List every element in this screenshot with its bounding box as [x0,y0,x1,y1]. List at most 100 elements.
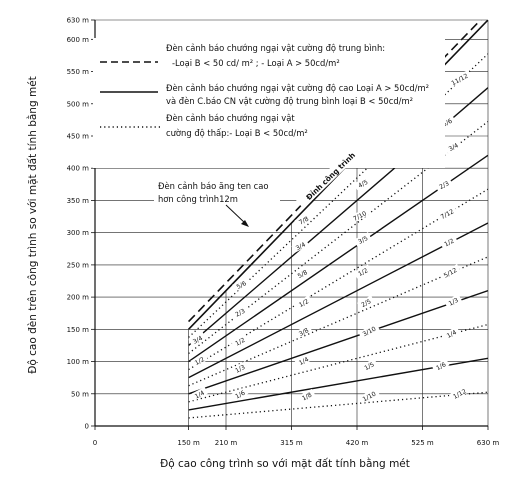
y-tick-label-1: 50 m [71,390,89,398]
fraction-label-group-10: 1/12 [448,385,470,402]
antenna-callout: Đèn cảnh báo ăng ten cao hơn công trình1… [154,179,280,227]
fraction-label-group-21: 3/4 [291,238,310,253]
y-tick-label-3: 150 m [67,326,90,334]
fraction-label-22: 5/8 [297,269,309,280]
fraction-label-group-25: 1/4 [294,353,313,368]
legend-solid-line-2: và đèn C.báo CN vật cường độ trung bình … [166,96,413,107]
x-tick-label-2: 210 m [215,439,238,447]
x-tick-label-3: 315 m [280,439,303,447]
fraction-label-18: 1/5 [363,361,375,372]
fraction-label-bg-15 [353,264,372,279]
fraction-label-32: 3/4 [192,335,204,346]
fraction-label-group-31: 1/6 [230,386,249,402]
fraction-label-bg-30 [230,361,249,376]
fraction-label-bg-26 [297,388,316,403]
y-tick-label-5: 250 m [67,261,90,269]
fraction-label-6: 5/12 [443,267,459,280]
fraction-label-bg-29 [230,334,249,349]
fraction-label-29: 1/2 [234,337,246,348]
fraction-label-bg-6 [439,264,461,281]
fraction-label-bg-32 [188,332,207,347]
legend-dotted-line-1: Đèn cảnh báo chướng ngại vật [166,113,295,124]
fraction-label-bg-13 [348,207,371,224]
fraction-label-3: 2/3 [438,180,450,191]
fraction-label-bg-7 [444,294,462,309]
fraction-labels: 11/125/63/42/37/121/25/121/31/41/61/129/… [188,69,472,404]
fraction-label-bg-5 [439,234,458,249]
fraction-label-bg-0 [446,69,472,88]
fraction-label-20: 7/8 [298,216,310,227]
fraction-label-bg-20 [294,212,313,228]
fraction-label-group-28: 2/3 [230,305,249,320]
fraction-label-bg-14 [353,232,372,247]
fraction-label-group-33: 1/2 [190,353,209,368]
fraction-label-group-17: 3/10 [358,322,380,339]
legend-bg [93,38,445,168]
fraction-label-bg-10 [448,385,470,402]
fraction-label-16: 2/5 [360,298,372,309]
legend-dotted-line-2: cường độ thấp:- Loại B < 50cd/m² [166,128,308,139]
fraction-label-group-30: 1/3 [230,361,249,376]
fraction-label-26: 1/8 [301,392,313,403]
fraction-label-bg-34 [190,386,209,402]
fraction-label-group-6: 5/12 [439,264,461,281]
fraction-label-bg-18 [360,358,378,373]
y-tick-label-13: 630 m [67,17,90,25]
legend-solid-line-1: Đèn cảnh báo chướng ngại vật cường độ ca… [166,83,429,94]
fraction-label-bg-31 [230,386,249,402]
fraction-label-group-2: 3/4 [444,139,462,154]
fraction-label-bg-3 [434,177,453,192]
fraction-label-group-9: 1/6 [431,358,450,373]
fraction-label-1: 5/6 [441,118,453,129]
x-tick-label-6: 630 m [477,439,500,447]
fraction-label-bg-25 [294,353,313,368]
legend-dashed-line-1: Đèn cảnh báo chướng ngại vật cường độ tr… [166,43,385,54]
callout-text-line-2: hơn công trình12m [158,194,238,204]
fraction-label-9: 1/6 [435,361,447,372]
fraction-label-bg-17 [358,322,380,339]
fraction-label-15: 1/2 [357,267,369,278]
fraction-label-group-14: 3/5 [353,232,372,247]
fraction-label-10: 1/12 [452,388,468,401]
fraction-label-group-0: 11/12 [446,69,472,88]
fraction-label-group-32: 3/4 [188,332,207,347]
fraction-label-7: 1/3 [448,297,460,308]
fraction-label-17: 3/10 [362,326,378,339]
fraction-label-14: 3/5 [357,235,369,246]
legend: Đèn cảnh báo chướng ngại vật cường độ tr… [93,38,445,168]
callout-bg [154,179,280,207]
fraction-label-27: 5/6 [236,280,248,291]
fraction-label-12: 4/5 [357,179,369,190]
y-tick-labels: 0 50 m 100 m 150 m 200 m 250 m 300 m 350 m 400 m… [67,17,90,431]
y-tick-label-4: 200 m [67,294,90,302]
fraction-label-30: 1/3 [234,364,246,375]
fraction-label-bg-16 [356,295,375,310]
fraction-label-bg-12 [353,176,372,191]
fraction-label-group-23: 1/2 [294,295,313,310]
fraction-label-2: 3/4 [448,142,460,153]
series-line-9-solid [188,290,488,395]
x-axis-title: Độ cao công trình so với mặt đất tính bằ… [160,457,410,470]
fraction-label-5: 1/2 [443,238,455,249]
fraction-label-group-18: 1/5 [360,358,378,373]
fraction-label-group-5: 1/2 [439,234,458,249]
fraction-label-group-20: 7/8 [294,212,313,228]
fraction-label-24: 3/8 [298,327,310,338]
series-line-2-dotted [188,53,488,338]
fraction-label-group-3: 2/3 [434,177,453,192]
x-tick-label-5: 525 m [411,439,434,447]
fraction-label-31: 1/6 [234,390,246,401]
fraction-label-bg-28 [230,305,249,320]
fraction-label-group-26: 1/8 [297,388,316,403]
fraction-label-bg-27 [232,277,250,292]
fraction-label-bg-19 [358,387,380,404]
y-tick-label-9: 450 m [67,133,90,141]
x-tick-label-4: 420 m [346,439,369,447]
y-tick-label-12: 600 m [67,36,90,44]
fraction-label-28: 2/3 [234,308,246,319]
x-tick-label-0: 0 [93,439,97,447]
y-tick-label-8: 400 m [67,165,90,173]
fraction-label-bg-22 [293,266,311,281]
fraction-label-19: 1/10 [362,391,378,404]
fraction-label-group-15: 1/2 [353,264,372,279]
